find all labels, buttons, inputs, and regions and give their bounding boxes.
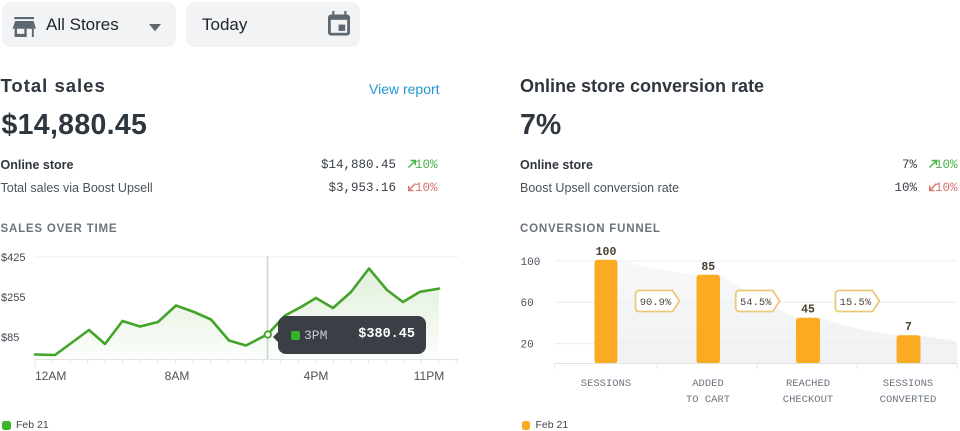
svg-text:8AM: 8AM [165, 369, 190, 383]
svg-text:85: 85 [701, 261, 715, 274]
svg-text:12AM: 12AM [35, 369, 66, 383]
svg-text:60: 60 [521, 298, 534, 310]
svg-text:CONVERTED: CONVERTED [880, 394, 937, 406]
svg-text:11PM: 11PM [414, 369, 444, 383]
svg-text:45: 45 [801, 304, 815, 317]
svg-text:7: 7 [905, 321, 912, 334]
svg-text:54.5%: 54.5% [740, 297, 772, 309]
svg-text:REACHED: REACHED [786, 378, 830, 390]
svg-text:TO CART: TO CART [686, 394, 730, 406]
svg-text:100: 100 [596, 246, 617, 259]
svg-text:$425: $425 [1, 252, 25, 264]
svg-text:20: 20 [521, 340, 534, 352]
svg-text:SESSIONS: SESSIONS [883, 378, 933, 390]
svg-text:90.9%: 90.9% [640, 297, 672, 309]
svg-text:$255: $255 [1, 292, 25, 304]
svg-text:CHECKOUT: CHECKOUT [783, 394, 833, 406]
svg-text:$85: $85 [1, 332, 19, 344]
svg-text:4PM: 4PM [304, 369, 329, 383]
svg-text:100: 100 [521, 257, 541, 269]
svg-text:15.5%: 15.5% [840, 297, 872, 309]
svg-text:SESSIONS: SESSIONS [581, 378, 631, 390]
svg-text:ADDED: ADDED [692, 378, 724, 390]
